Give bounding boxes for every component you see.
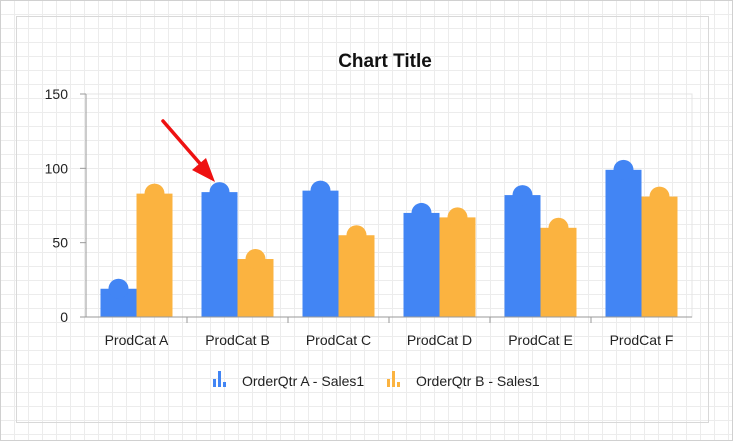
x-tick-label: ProdCat F xyxy=(610,332,674,348)
bar-body xyxy=(540,227,577,317)
chart-title: Chart Title xyxy=(338,51,432,72)
y-tick-label: 100 xyxy=(45,160,69,176)
bar[interactable] xyxy=(605,159,642,317)
bar[interactable] xyxy=(136,183,173,317)
plot-area xyxy=(85,93,693,318)
bar-body xyxy=(504,195,541,317)
y-axis: 0 50 100 150 xyxy=(45,86,87,325)
x-tick-label: ProdCat E xyxy=(508,332,573,348)
x-tick-label: ProdCat D xyxy=(407,332,472,348)
legend[interactable]: OrderQtr A - Sales1 OrderQtr B - Sales1 xyxy=(213,371,540,389)
legend-label: OrderQtr B - Sales1 xyxy=(416,373,540,389)
bar[interactable] xyxy=(338,225,375,317)
bar[interactable] xyxy=(201,182,238,317)
bar-cap xyxy=(108,278,129,299)
bar-body xyxy=(641,196,678,317)
bar-cap xyxy=(411,202,432,223)
y-tick-label: 0 xyxy=(60,309,68,325)
bar-chart-icon xyxy=(213,371,226,387)
bar[interactable] xyxy=(403,202,440,317)
bar-cap xyxy=(209,182,230,203)
x-axis: ProdCat A ProdCat B ProdCat C ProdCat D Prod… xyxy=(86,316,692,348)
bars xyxy=(100,159,678,317)
bar-body xyxy=(338,235,375,317)
bar-body xyxy=(439,217,476,317)
bar-cap xyxy=(613,159,634,180)
bar-chart-icon xyxy=(387,371,400,387)
y-tick-label: 50 xyxy=(52,235,68,251)
bar-body xyxy=(136,193,173,317)
bar-body xyxy=(403,212,440,317)
bar[interactable] xyxy=(237,249,274,317)
x-tick-label: ProdCat A xyxy=(105,332,169,348)
legend-item[interactable]: OrderQtr A - Sales1 xyxy=(213,371,364,389)
bar-body xyxy=(605,169,642,317)
bar-cap xyxy=(512,185,533,206)
bar-cap xyxy=(144,183,165,204)
bar[interactable] xyxy=(439,207,476,317)
bar[interactable] xyxy=(540,217,577,317)
legend-label: OrderQtr A - Sales1 xyxy=(242,373,364,389)
bar[interactable] xyxy=(641,186,678,317)
inner-frame xyxy=(16,16,709,423)
bar[interactable] xyxy=(302,180,339,317)
bar-body xyxy=(201,192,238,317)
bar[interactable] xyxy=(504,185,541,317)
annotation-arrow xyxy=(161,119,215,182)
bar-cap xyxy=(346,225,367,246)
bar-body xyxy=(302,190,339,317)
bar[interactable] xyxy=(100,278,137,317)
bar-cap xyxy=(447,207,468,228)
bar-cap xyxy=(649,186,670,207)
bar-cap xyxy=(245,249,266,270)
legend-item[interactable]: OrderQtr B - Sales1 xyxy=(387,371,540,389)
x-tick-label: ProdCat B xyxy=(205,332,270,348)
x-tick-label: ProdCat C xyxy=(306,332,371,348)
bar-cap xyxy=(310,180,331,201)
bar-cap xyxy=(548,217,569,238)
y-tick-label: 150 xyxy=(45,86,69,102)
